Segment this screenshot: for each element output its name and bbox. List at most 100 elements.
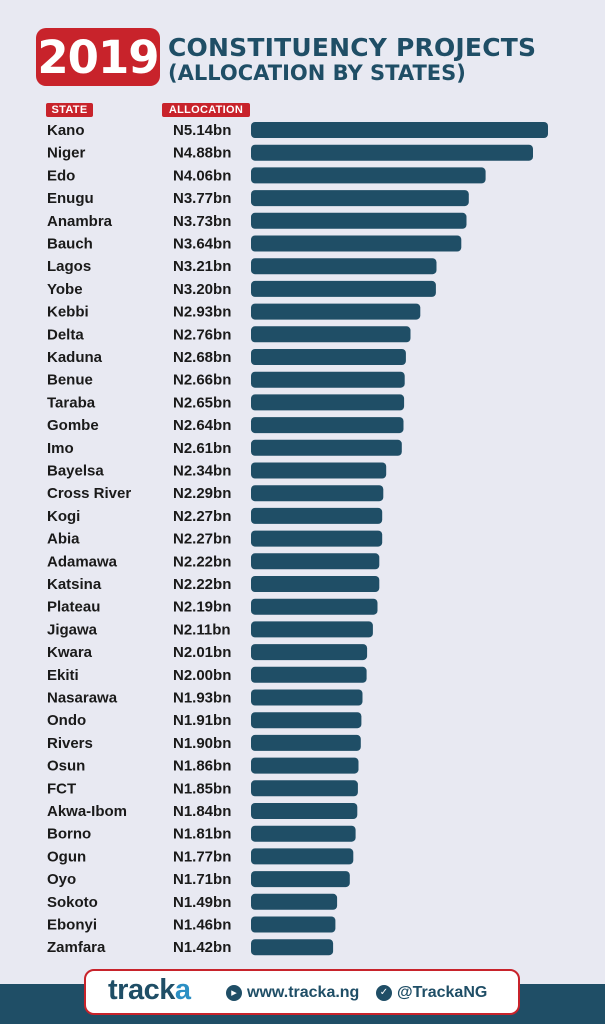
allocation-bar [251, 190, 469, 207]
state-label: Bauch [47, 236, 93, 253]
allocation-bar [251, 144, 533, 161]
allocation-bar [251, 893, 338, 910]
allocation-label: N2.64bn [173, 417, 231, 434]
allocation-bar [251, 712, 362, 729]
allocation-label: N3.21bn [173, 258, 231, 275]
allocation-label: N2.22bn [173, 576, 231, 593]
allocation-bar [251, 553, 380, 570]
state-label: Kwara [47, 644, 93, 661]
allocation-bar [251, 394, 405, 411]
allocation-bar [251, 803, 358, 819]
state-label: FCT [47, 780, 76, 797]
allocation-bar [251, 916, 336, 933]
allocation-label: N5.14bn [173, 122, 231, 139]
allocation-bar [251, 371, 405, 388]
state-label: Nasarawa [47, 690, 118, 707]
state-label: Cross River [47, 485, 131, 502]
state-label: Delta [47, 326, 84, 343]
allocation-bar [251, 666, 367, 683]
allocation-bar [251, 280, 436, 297]
state-label: Osun [47, 758, 85, 775]
allocation-label: N1.77bn [173, 848, 231, 865]
allocation-label: N3.77bn [173, 190, 231, 207]
allocation-label: N1.46bn [173, 917, 231, 934]
state-label: Oyo [47, 871, 76, 888]
state-label: Benue [47, 372, 93, 389]
allocation-bar [251, 644, 368, 661]
allocation-bar [251, 576, 380, 592]
allocation-label: N2.61bn [173, 440, 231, 457]
footer-card: tracka ▸ www.tracka.ng ✓ @TrackaNG [84, 969, 520, 1015]
state-label: Kaduna [47, 349, 103, 366]
allocation-label: N2.19bn [173, 599, 231, 616]
state-label: Adamawa [47, 553, 118, 570]
state-label: Akwa-Ibom [47, 803, 127, 820]
allocation-label: N2.93bn [173, 304, 231, 321]
state-label: Lagos [47, 258, 91, 275]
tracka-logo[interactable]: tracka [108, 974, 191, 1007]
state-label: Edo [47, 167, 75, 184]
allocation-bar-chart: Kano N5.14bn Niger N4.88bn Edo N4.06bn Enugu N3… [47, 122, 548, 956]
allocation-label: N2.29bn [173, 485, 231, 502]
state-label: Ebonyi [47, 917, 97, 934]
state-label: Bayelsa [47, 463, 104, 480]
state-label: Plateau [47, 599, 100, 616]
allocation-label: N4.88bn [173, 145, 231, 162]
state-label: Kebbi [47, 304, 89, 321]
website-link[interactable]: www.tracka.ng [247, 984, 360, 1001]
logo-text-accent: a [174, 974, 191, 1006]
allocation-bar [251, 848, 354, 865]
allocation-bar [251, 621, 373, 638]
state-label: Taraba [47, 394, 96, 411]
state-label: Kano [47, 122, 85, 139]
allocation-label: N1.49bn [173, 894, 231, 911]
state-label: Niger [47, 145, 86, 162]
state-label: Ekiti [47, 667, 79, 684]
allocation-label: N2.27bn [173, 531, 231, 548]
allocation-label: N3.64bn [173, 236, 231, 253]
page-subtitle: (ALLOCATION BY STATES) [168, 61, 466, 85]
logo-text-main: track [108, 974, 175, 1006]
allocation-bar [251, 122, 548, 138]
allocation-bar [251, 507, 383, 524]
state-label: Borno [47, 826, 91, 843]
allocation-bar [251, 871, 350, 888]
allocation-bar [251, 326, 411, 343]
allocation-bar [251, 825, 356, 842]
allocation-label: N1.85bn [173, 780, 231, 797]
allocation-bar [251, 780, 358, 797]
state-label: Kogi [47, 508, 80, 525]
state-label: Yobe [47, 281, 83, 298]
state-label: Enugu [47, 190, 94, 207]
allocation-label: N1.71bn [173, 871, 231, 888]
page-title: CONSTITUENCY PROJECTS [168, 33, 537, 62]
twitter-handle-link[interactable]: @TrackaNG [397, 984, 488, 1001]
state-label: Anambra [47, 213, 113, 230]
allocation-bar [251, 462, 387, 479]
allocation-bar [251, 167, 486, 184]
allocation-label: N2.27bn [173, 508, 231, 525]
allocation-bar [251, 485, 384, 502]
allocation-label: N1.86bn [173, 758, 231, 775]
allocation-bar [251, 530, 383, 547]
year-badge: 2019 [36, 28, 160, 86]
allocation-label: N1.93bn [173, 690, 231, 707]
allocation-label: N1.90bn [173, 735, 231, 752]
allocation-label: N3.73bn [173, 213, 231, 230]
allocation-label: N1.81bn [173, 826, 231, 843]
state-label: Jigawa [47, 621, 98, 638]
allocation-bar [251, 598, 378, 615]
allocation-column-header: ALLOCATION [162, 103, 250, 117]
state-label: Ondo [47, 712, 86, 729]
allocation-label: N2.76bn [173, 326, 231, 343]
allocation-label: N1.42bn [173, 939, 231, 956]
allocation-bar [251, 212, 467, 229]
allocation-label: N2.11bn [173, 621, 231, 638]
allocation-label: N2.22bn [173, 553, 231, 570]
allocation-label: N1.84bn [173, 803, 231, 820]
allocation-label: N2.68bn [173, 349, 231, 366]
allocation-label: N1.91bn [173, 712, 231, 729]
allocation-label: N3.20bn [173, 281, 231, 298]
state-label: Sokoto [47, 894, 98, 911]
state-label: Ogun [47, 848, 86, 865]
